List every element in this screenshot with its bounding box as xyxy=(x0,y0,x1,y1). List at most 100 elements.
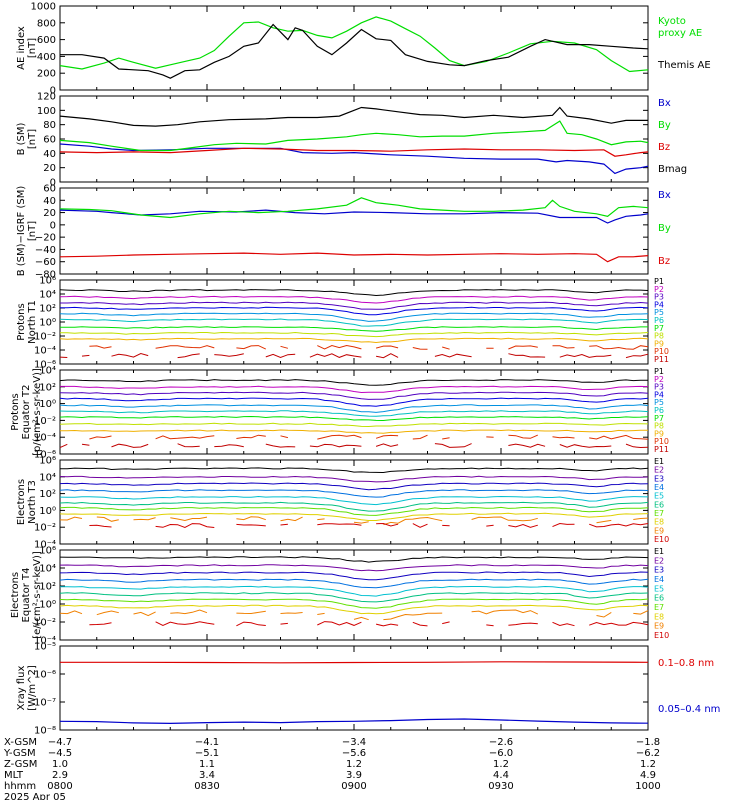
y-tick-label: 10⁻⁴ xyxy=(34,636,56,647)
y-tick-label: 10² xyxy=(39,304,56,315)
y-tick-label: 10⁻⁸ xyxy=(34,726,56,737)
series-line-by xyxy=(59,197,649,219)
legend-entry: E5 xyxy=(654,584,664,593)
panel-frame xyxy=(59,369,649,455)
flux-line-p6 xyxy=(59,318,649,327)
ephemeris-footer: X-GSM −4.7 −4.1 −3.4 −2.6 −1.8 Y-GSM −4.5 −5.1 −5… xyxy=(3,737,661,800)
y-axis-title: [p/(cm²-s-sr-keV)] xyxy=(32,368,43,456)
footer-row-label: Z-GSM xyxy=(4,759,37,770)
legend-entry: E5 xyxy=(654,492,664,501)
y-tick-label: 20 xyxy=(43,163,56,174)
y-axis-title: Equator T2 xyxy=(21,385,32,440)
flux-line-e6 xyxy=(59,501,649,512)
legend-entry: Themis AE xyxy=(657,60,711,71)
flux-line-p3 xyxy=(60,301,649,310)
series-line-bz xyxy=(59,147,649,157)
series-line-0-05-0-4-nm xyxy=(59,718,649,725)
series-line-by xyxy=(59,120,649,152)
flux-line-p1 xyxy=(59,289,649,297)
series-line-bmag xyxy=(59,106,648,127)
legend-entry: E8 xyxy=(654,518,664,527)
flux-line-e1 xyxy=(59,556,649,563)
footer-value: 3.9 xyxy=(346,770,362,781)
footer-row-label: hhmm xyxy=(4,781,36,792)
flux-line-p10 xyxy=(89,434,649,440)
flux-line-e5 xyxy=(59,495,649,506)
y-tick-label: 10⁻⁴ xyxy=(34,540,56,551)
flux-line-e4 xyxy=(59,578,649,589)
y-axis-title: North T1 xyxy=(27,300,38,344)
y-axis-title: [nT] xyxy=(27,38,38,58)
footer-value: 0900 xyxy=(341,781,366,792)
flux-line-e4 xyxy=(59,489,649,498)
y-axis-title: Protons xyxy=(10,393,21,430)
y-tick-label: 10⁶ xyxy=(39,276,56,287)
flux-line-p2 xyxy=(59,295,649,304)
y-tick-label: 100 xyxy=(37,106,56,117)
footer-value: 0930 xyxy=(488,781,513,792)
y-tick-label: 40 xyxy=(43,149,56,160)
y-tick-label: 10⁻² xyxy=(34,523,56,534)
y-tick-label: −60 xyxy=(35,257,56,268)
flux-line-p8 xyxy=(60,331,649,338)
y-axis-title: Equator T4 xyxy=(21,568,32,623)
y-tick-label: 10⁰ xyxy=(39,506,56,517)
y-tick-label: 10⁴ xyxy=(39,564,56,575)
y-tick-label: 40 xyxy=(43,196,56,207)
y-axis-title: AE index xyxy=(16,26,27,70)
legend-entry: E7 xyxy=(654,509,664,518)
legend-entry: P6 xyxy=(654,406,664,415)
flux-line-e1 xyxy=(59,467,649,474)
legend-entry: E2 xyxy=(654,556,664,565)
series-line-bx xyxy=(59,209,649,224)
y-axis-title: B (SM) xyxy=(16,122,27,155)
legend-entry: proxy AE xyxy=(658,28,702,39)
y-tick-label: 10⁻² xyxy=(34,332,56,343)
legend-entry: P4 xyxy=(654,390,664,399)
legend-entry: E10 xyxy=(654,535,669,544)
panel-frame xyxy=(59,279,649,365)
flux-line-p1 xyxy=(59,379,649,386)
y-tick-label: 1000 xyxy=(31,2,56,13)
panel-xray: 10⁻⁵ 10⁻⁶ 10⁻⁷ 10⁻⁸ Xray flux [W/m^2] 0.1–0.8 … xyxy=(16,642,720,737)
y-tick-label: 10⁶ xyxy=(39,456,56,467)
footer-row-label: MLT xyxy=(4,770,24,781)
flux-line-p3 xyxy=(59,391,649,400)
panel-protons-t1: 10⁶ 10⁴ 10² 10⁰ 10⁻² 10⁻⁴ 10⁻⁶ Protons North T1 P… xyxy=(16,276,669,371)
series-line-0-1-0-8-nm xyxy=(60,661,649,664)
flux-line-e3 xyxy=(59,482,649,491)
legend-entry: P9 xyxy=(654,339,664,348)
y-tick-label: 10⁴ xyxy=(39,290,56,301)
panel-frame xyxy=(59,5,649,91)
footer-value: −2.6 xyxy=(489,737,513,748)
footer-value: −1.8 xyxy=(636,737,660,748)
panel-ae: 0 200 400 600 800 1000 AE index [nT] Kyotoproxy … xyxy=(16,2,711,97)
y-axis-title: Xray flux xyxy=(16,666,27,711)
legend-entry: P11 xyxy=(654,355,669,364)
y-tick-label: 120 xyxy=(37,92,56,103)
flux-line-p10 xyxy=(89,344,649,350)
footer-value: 0830 xyxy=(194,781,219,792)
footer-row-label: X-GSM xyxy=(4,737,37,748)
y-tick-label: 10⁰ xyxy=(39,318,56,329)
legend-entry: P6 xyxy=(654,316,664,325)
y-tick-label: 10⁴ xyxy=(39,472,56,483)
y-tick-label: 400 xyxy=(37,52,56,63)
legend-entry: E2 xyxy=(654,466,664,475)
flux-line-p4 xyxy=(60,306,649,316)
y-axis-title: [W/m^2] xyxy=(27,665,38,711)
y-tick-label: 10⁻⁶ xyxy=(34,450,56,461)
legend-entry: P4 xyxy=(654,300,664,309)
y-tick-label: 10² xyxy=(39,382,56,393)
flux-line-e8 xyxy=(59,512,649,521)
flux-line-p4 xyxy=(59,397,649,407)
legend-entry: P7 xyxy=(654,324,664,333)
flux-line-p11 xyxy=(59,443,649,449)
flux-line-e10 xyxy=(89,621,649,627)
legend-entry: E6 xyxy=(654,594,664,603)
y-tick-label: 200 xyxy=(37,69,56,80)
y-tick-label: 10⁻⁶ xyxy=(34,670,56,681)
y-axis-title: Electrons xyxy=(16,479,27,525)
